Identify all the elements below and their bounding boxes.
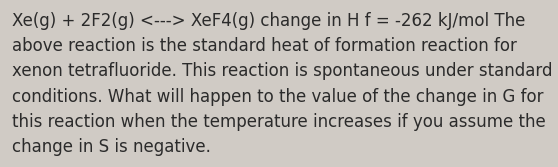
Text: Xe(g) + 2F2(g) <---> XeF4(g) change in H f = -262 kJ/mol The
above reaction is t: Xe(g) + 2F2(g) <---> XeF4(g) change in H…: [12, 12, 553, 156]
